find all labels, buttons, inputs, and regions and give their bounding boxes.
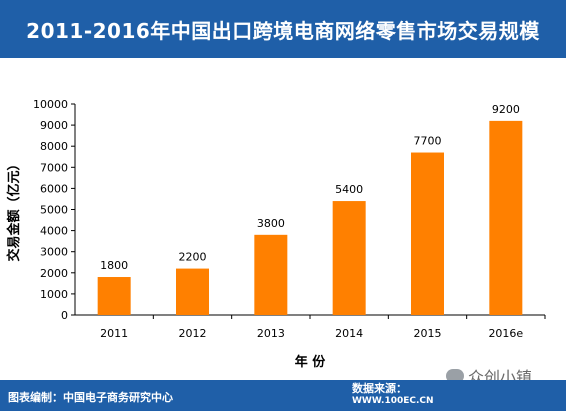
chart-area: 0 1000 2000 3000 4000 5000 6000 7000 8000 9000 100… — [0, 58, 566, 380]
bar — [411, 152, 444, 315]
data-source-label: 数据来源： — [352, 382, 407, 395]
x-axis-label: 年 份 — [295, 354, 327, 370]
x-tick-label: 2012 — [179, 327, 207, 340]
y-tick-label: 3000 — [40, 246, 68, 259]
wechat-icon — [446, 369, 464, 383]
y-axis-label: 交易金额（亿元） — [6, 157, 22, 261]
y-tick-label: 7000 — [40, 161, 68, 174]
bar — [176, 268, 209, 315]
y-tick-label: 4000 — [40, 225, 68, 238]
y-tick-label: 9000 — [40, 119, 68, 132]
bar — [254, 234, 288, 315]
data-label: 5400 — [335, 183, 363, 196]
y-tick-label: 10000 — [33, 98, 68, 111]
y-tick-label: 5000 — [40, 204, 68, 217]
bar — [489, 120, 523, 315]
bar — [332, 201, 366, 315]
chart-title: 2011-2016年中国出口跨境电商网络零售市场交易规模 — [0, 0, 566, 58]
data-source: 数据来源： WWW.100EC.CN — [352, 382, 434, 408]
x-tick-label: 2016e — [488, 327, 523, 340]
data-label: 1800 — [100, 259, 128, 272]
y-tick-label: 0 — [61, 309, 68, 322]
x-tick-label: 2015 — [414, 327, 442, 340]
data-label: 9200 — [492, 103, 520, 116]
data-label: 7700 — [414, 135, 442, 148]
chart-compiler: 图表编制：中国电子商务研究中心 — [8, 391, 173, 404]
x-tick-label: 2014 — [335, 327, 363, 340]
y-tick-label: 6000 — [40, 182, 68, 195]
y-tick-label: 2000 — [40, 267, 68, 280]
y-tick-label: 8000 — [40, 140, 68, 153]
x-tick-label: 2013 — [257, 327, 285, 340]
bar-chart: 0 1000 2000 3000 4000 5000 6000 7000 8000 9000 100… — [6, 98, 546, 370]
footer-bar: 图表编制：中国电子商务研究中心 数据来源： WWW.100EC.CN — [0, 380, 566, 411]
y-tick-label: 1000 — [40, 288, 68, 301]
data-label: 3800 — [257, 217, 285, 230]
bar — [97, 277, 131, 315]
source-url: WWW.100EC.CN — [352, 396, 434, 406]
x-tick-label: 2011 — [100, 327, 128, 340]
data-label: 2200 — [179, 251, 207, 264]
